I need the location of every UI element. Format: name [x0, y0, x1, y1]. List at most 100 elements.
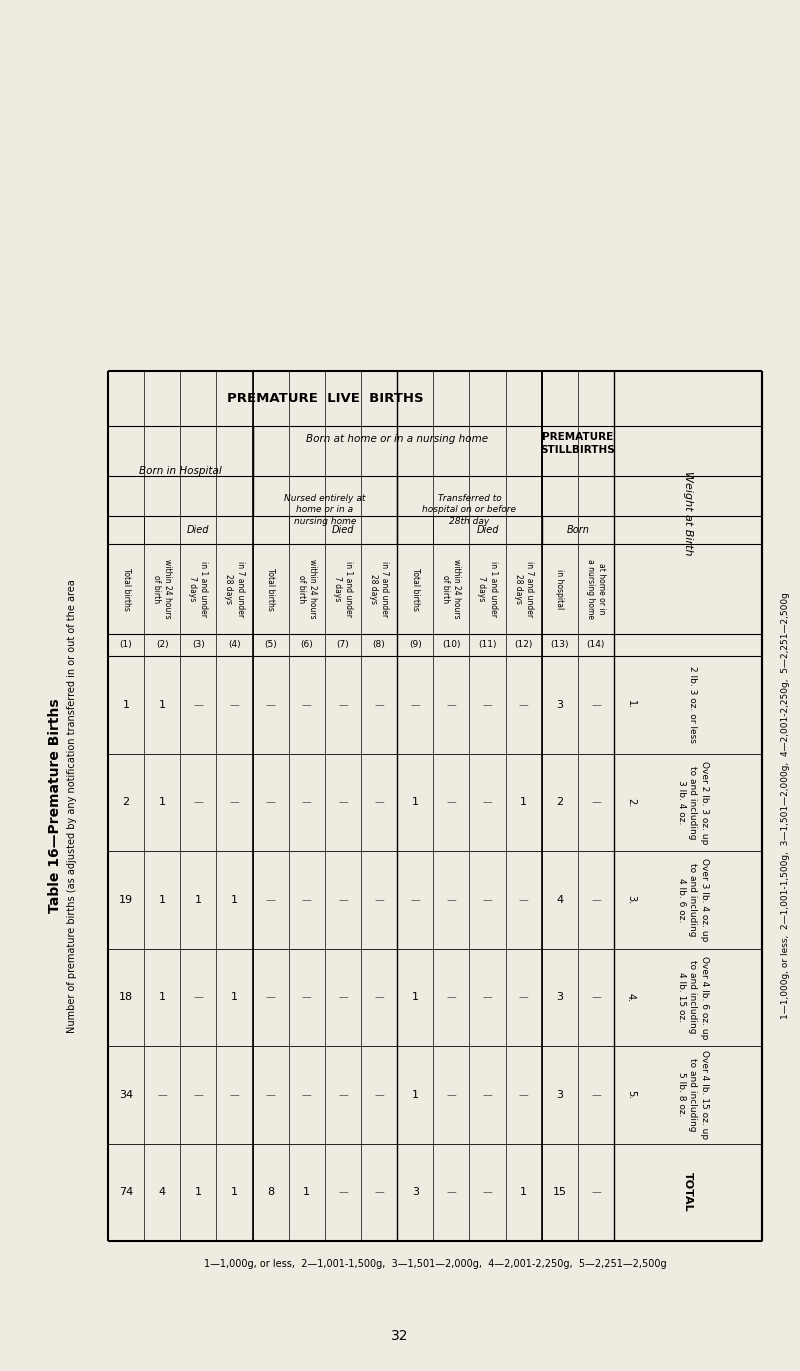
Text: 1: 1	[303, 1187, 310, 1197]
Text: (5): (5)	[264, 640, 277, 650]
Text: 4: 4	[158, 1187, 166, 1197]
Text: —: —	[518, 993, 529, 1002]
Text: —: —	[302, 993, 312, 1002]
Text: PREMATURE  LIVE  BIRTHS: PREMATURE LIVE BIRTHS	[226, 392, 423, 404]
Text: within 24 hours
of birth: within 24 hours of birth	[152, 559, 172, 618]
Text: (6): (6)	[301, 640, 313, 650]
Text: in 1 and under
7 days: in 1 and under 7 days	[478, 561, 498, 617]
Text: 3: 3	[412, 1187, 418, 1197]
Text: —: —	[446, 1187, 456, 1197]
Text: —: —	[410, 699, 420, 710]
Text: Table 16—Premature Births: Table 16—Premature Births	[48, 699, 62, 913]
Text: —: —	[338, 993, 348, 1002]
Text: 3: 3	[556, 699, 563, 710]
Text: —: —	[338, 1187, 348, 1197]
Text: —: —	[158, 1090, 167, 1100]
Text: in 1 and under
7 days: in 1 and under 7 days	[333, 561, 353, 617]
Text: Over 4 lb. 6 oz. up
to and including
4 lb. 15 oz.: Over 4 lb. 6 oz. up to and including 4 l…	[678, 956, 709, 1039]
Text: Total births: Total births	[410, 568, 420, 610]
Text: —: —	[482, 993, 492, 1002]
Text: —: —	[591, 993, 601, 1002]
Text: —: —	[230, 798, 239, 808]
Text: 34: 34	[119, 1090, 133, 1100]
Text: (8): (8)	[373, 640, 386, 650]
Text: Born in Hospital: Born in Hospital	[139, 466, 222, 476]
Text: in hospital: in hospital	[555, 569, 564, 609]
Text: 1: 1	[412, 1090, 418, 1100]
Text: —: —	[302, 699, 312, 710]
Text: 19: 19	[119, 895, 133, 905]
Text: —: —	[374, 895, 384, 905]
Text: —: —	[338, 1090, 348, 1100]
Text: 3: 3	[556, 1090, 563, 1100]
Text: in 7 and under
28 days: in 7 and under 28 days	[514, 561, 534, 617]
Text: —: —	[446, 993, 456, 1002]
Text: —: —	[194, 798, 203, 808]
Text: —: —	[230, 699, 239, 710]
Text: —: —	[591, 1187, 601, 1197]
Text: —: —	[518, 1090, 529, 1100]
Text: 1: 1	[195, 1187, 202, 1197]
Text: at home or in
a nursing home: at home or in a nursing home	[586, 559, 606, 618]
Text: PREMATURE
STILLBIRTHS: PREMATURE STILLBIRTHS	[541, 432, 615, 455]
Text: (14): (14)	[586, 640, 605, 650]
Text: 1: 1	[520, 1187, 527, 1197]
Text: 5.: 5.	[626, 1090, 636, 1100]
Text: (4): (4)	[228, 640, 241, 650]
Text: —: —	[374, 1187, 384, 1197]
Text: —: —	[591, 895, 601, 905]
Text: 1.: 1.	[626, 701, 636, 709]
Text: 15: 15	[553, 1187, 566, 1197]
Text: 2.: 2.	[626, 798, 636, 808]
Text: —: —	[518, 895, 529, 905]
Text: —: —	[194, 1090, 203, 1100]
Text: —: —	[410, 895, 420, 905]
Text: —: —	[518, 699, 529, 710]
Text: —: —	[266, 993, 275, 1002]
Text: (2): (2)	[156, 640, 169, 650]
Text: —: —	[338, 699, 348, 710]
Text: within 24 hours
of birth: within 24 hours of birth	[297, 559, 317, 618]
Text: 1: 1	[158, 895, 166, 905]
Text: —: —	[482, 1187, 492, 1197]
Text: Died: Died	[187, 525, 210, 535]
Text: 32: 32	[391, 1328, 409, 1344]
Text: —: —	[266, 1090, 275, 1100]
Text: in 1 and under
7 days: in 1 and under 7 days	[188, 561, 209, 617]
Text: (10): (10)	[442, 640, 461, 650]
Text: —: —	[591, 798, 601, 808]
Text: Born: Born	[566, 525, 590, 535]
Text: (12): (12)	[514, 640, 533, 650]
Text: Number of premature births (as adjusted by any notification transferred in or ou: Number of premature births (as adjusted …	[67, 579, 77, 1032]
Text: —: —	[374, 993, 384, 1002]
Text: 1: 1	[158, 699, 166, 710]
Text: in 7 and under
28 days: in 7 and under 28 days	[225, 561, 245, 617]
Text: —: —	[374, 798, 384, 808]
Text: —: —	[446, 798, 456, 808]
Text: —: —	[230, 1090, 239, 1100]
Text: 2 lb. 3 oz. or less: 2 lb. 3 oz. or less	[689, 666, 698, 743]
Text: 1: 1	[412, 798, 418, 808]
Text: (13): (13)	[550, 640, 569, 650]
Text: 1—1,000g, or less,  2—1,001-1,500g,  3—1,501—2,000g,  4—2,001-2,250g,  5—2,251—2: 1—1,000g, or less, 2—1,001-1,500g, 3—1,5…	[781, 592, 790, 1020]
Text: 1: 1	[520, 798, 527, 808]
Text: —: —	[302, 1090, 312, 1100]
Text: Over 2 lb. 3 oz. up
to and including
3 lb. 4 oz.: Over 2 lb. 3 oz. up to and including 3 l…	[678, 761, 709, 845]
Text: 1: 1	[158, 993, 166, 1002]
Text: (11): (11)	[478, 640, 497, 650]
Text: 1: 1	[195, 895, 202, 905]
Text: (3): (3)	[192, 640, 205, 650]
Text: —: —	[482, 1090, 492, 1100]
Text: 1: 1	[122, 699, 130, 710]
Text: Died: Died	[476, 525, 498, 535]
Text: —: —	[446, 1090, 456, 1100]
Text: in 7 and under
28 days: in 7 and under 28 days	[369, 561, 389, 617]
Text: —: —	[194, 699, 203, 710]
Text: —: —	[266, 895, 275, 905]
Text: Weight at Birth: Weight at Birth	[683, 472, 693, 555]
Text: 74: 74	[119, 1187, 133, 1197]
Text: —: —	[302, 798, 312, 808]
Text: —: —	[591, 1090, 601, 1100]
Text: Over 4 lb. 15 oz. up
to and including
5 lb. 8 oz.: Over 4 lb. 15 oz. up to and including 5 …	[678, 1050, 709, 1139]
Text: —: —	[374, 699, 384, 710]
